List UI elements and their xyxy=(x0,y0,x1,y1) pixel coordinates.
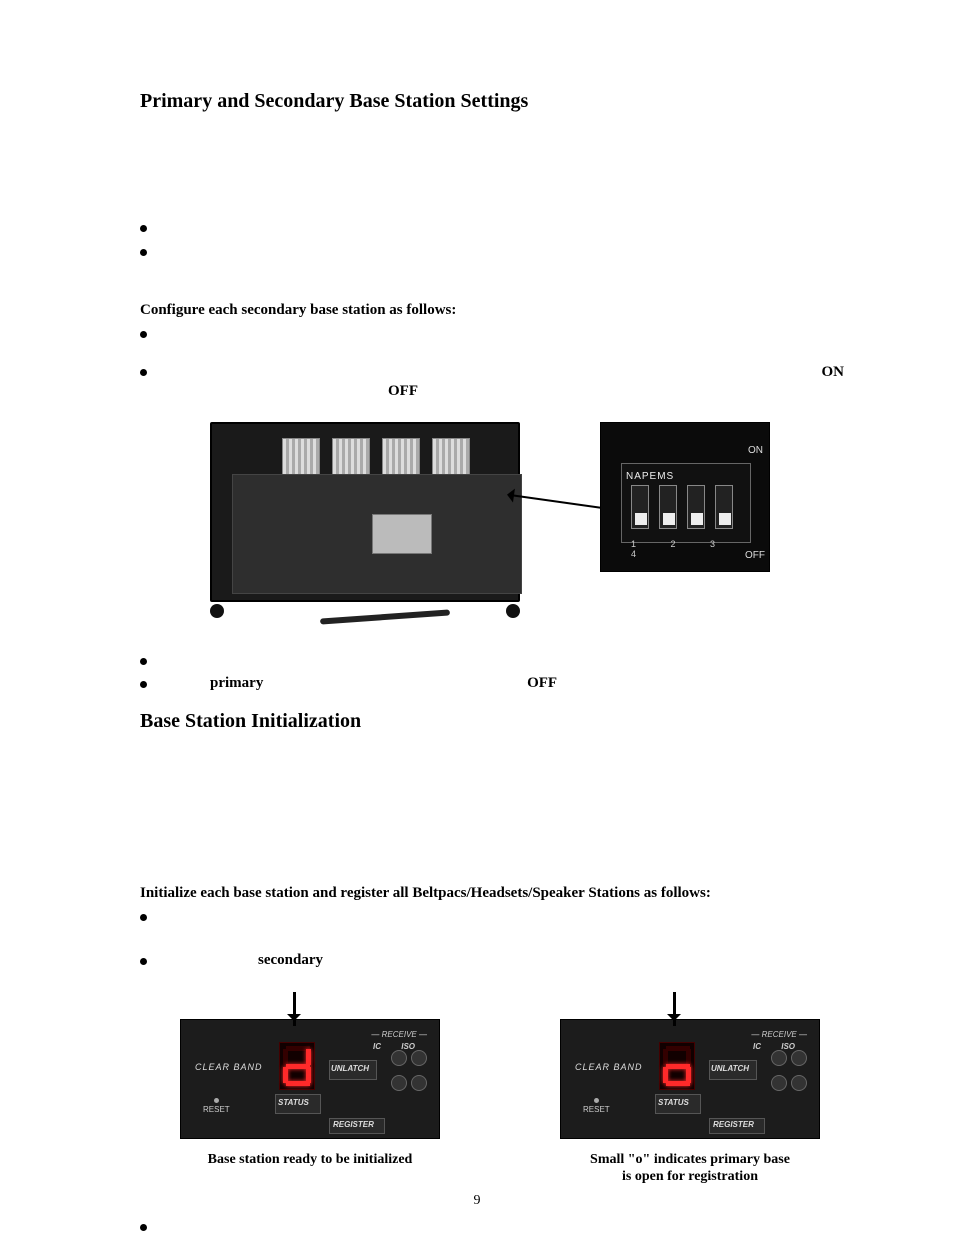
caption-right: Small "o" indicates primary base is open… xyxy=(560,1151,820,1186)
bullet-empty-5 xyxy=(158,908,854,928)
section-heading-2: Base Station Initialization xyxy=(140,710,854,733)
knobs-r xyxy=(769,1048,809,1098)
clearband-label: CLEAR BAND xyxy=(195,1062,263,1072)
section-heading-1: Primary and Secondary Base Station Setti… xyxy=(140,90,854,113)
page-number: 9 xyxy=(0,1193,954,1209)
receive-label-r: RECEIVE xyxy=(751,1030,807,1039)
ic-label-r: IC xyxy=(753,1042,761,1051)
dip-brand-label: NAPEMS xyxy=(626,471,674,482)
receive-label: RECEIVE xyxy=(371,1030,427,1039)
knobs xyxy=(389,1048,429,1098)
seven-segment-left xyxy=(279,1042,315,1090)
reset-label-r: RESET xyxy=(583,1098,610,1114)
dip-off-label: OFF xyxy=(745,550,765,561)
word-off-1: OFF xyxy=(388,382,418,402)
bullet-group-4 xyxy=(140,908,854,928)
clearband-label-r: CLEAR BAND xyxy=(575,1062,643,1072)
bullet-empty-3 xyxy=(158,325,854,345)
ic-label: IC xyxy=(373,1042,381,1051)
bullet-empty-1 xyxy=(158,219,854,239)
reset-label: RESET xyxy=(203,1098,230,1114)
seven-segment-right xyxy=(659,1042,695,1090)
panel-left: CLEAR BAND RESET UNLATCH STATUS REGISTER… xyxy=(180,1019,440,1139)
device-internal-photo xyxy=(200,412,530,612)
register-label-r: REGISTER xyxy=(713,1120,754,1129)
bullet-empty-4 xyxy=(158,652,854,672)
bullet-empty-6 xyxy=(140,1220,854,1234)
panel-right: CLEAR BAND RESET UNLATCH STATUS REGISTER… xyxy=(560,1019,820,1139)
bullet-empty-2 xyxy=(158,243,854,263)
unlatch-label: UNLATCH xyxy=(331,1064,369,1073)
on-off-line: ON OFF xyxy=(140,363,854,402)
figure-dip-switch: ON NAPEMS 1 2 3 4 OFF xyxy=(200,412,854,632)
panel-left-arrow xyxy=(293,992,296,1026)
bullet-group-3 xyxy=(140,652,854,672)
word-off-2: OFF xyxy=(527,675,557,691)
word-secondary: secondary xyxy=(258,952,323,968)
configure-paragraph: Configure each secondary base station as… xyxy=(140,302,854,319)
panel-figures: CLEAR BAND RESET UNLATCH STATUS REGISTER… xyxy=(180,1019,854,1186)
register-label: REGISTER xyxy=(333,1120,374,1129)
bullet-group-1 xyxy=(140,219,854,262)
word-on: ON xyxy=(822,363,845,383)
secondary-line: secondary xyxy=(140,952,854,969)
initialize-paragraph: Initialize each base station and registe… xyxy=(140,885,854,902)
unlatch-label-r: UNLATCH xyxy=(711,1064,749,1073)
panel-right-arrow xyxy=(673,992,676,1026)
dip-on-label: ON xyxy=(748,445,763,456)
caption-left: Base station ready to be initialized xyxy=(180,1151,440,1169)
bullet-group-2 xyxy=(140,325,854,345)
dip-switch-closeup: ON NAPEMS 1 2 3 4 OFF xyxy=(600,422,770,572)
status-label: STATUS xyxy=(278,1098,309,1107)
primary-off-line: primary OFF xyxy=(140,675,854,692)
status-label-r: STATUS xyxy=(658,1098,689,1107)
word-primary: primary xyxy=(210,675,263,691)
